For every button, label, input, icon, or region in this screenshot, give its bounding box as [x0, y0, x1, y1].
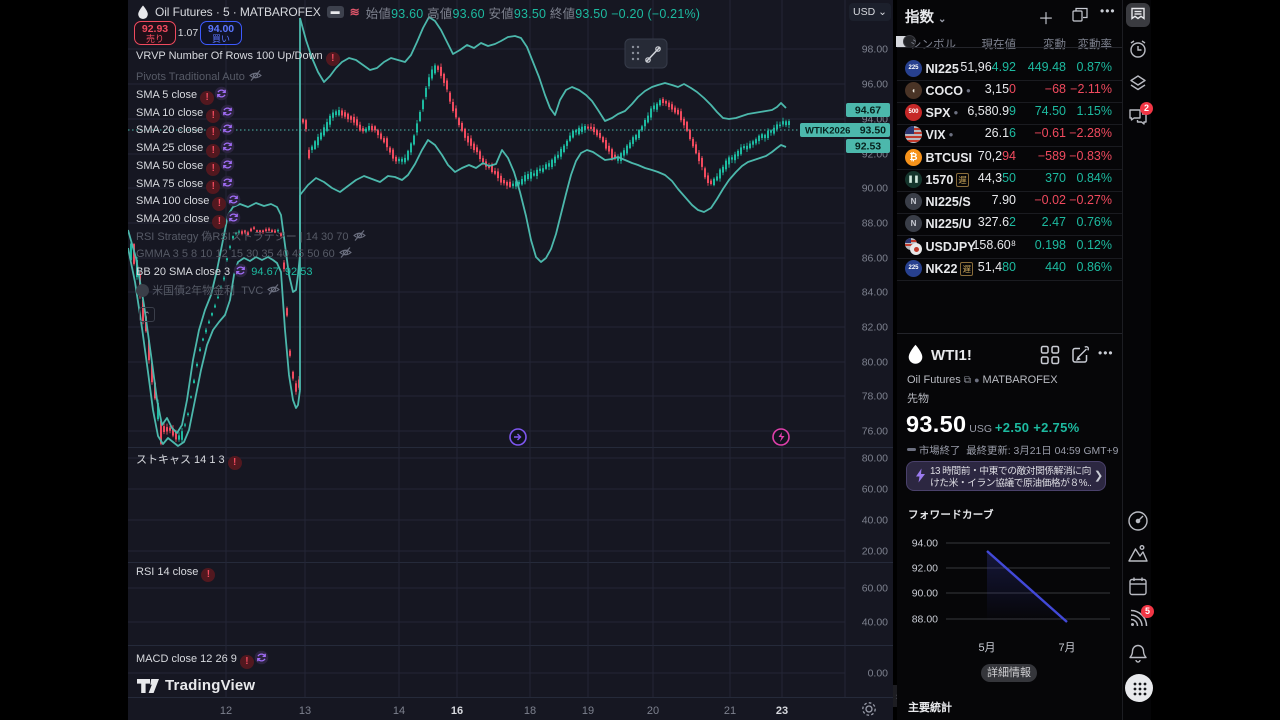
svg-text:94.67: 94.67 — [855, 105, 881, 117]
svg-text:80.00: 80.00 — [862, 453, 888, 465]
svg-text:60.00: 60.00 — [862, 484, 888, 496]
svg-text:WTIK2026: WTIK2026 — [805, 126, 850, 137]
svg-text:18: 18 — [524, 705, 536, 717]
svg-text:90.00: 90.00 — [862, 183, 888, 195]
svg-text:16: 16 — [451, 705, 463, 717]
svg-text:40.00: 40.00 — [862, 617, 888, 629]
svg-text:19: 19 — [582, 705, 594, 717]
svg-text:93.50: 93.50 — [860, 125, 886, 137]
svg-text:84.00: 84.00 — [862, 287, 888, 299]
svg-text:20.00: 20.00 — [862, 546, 888, 558]
svg-text:92.53: 92.53 — [855, 141, 881, 153]
svg-text:76.00: 76.00 — [862, 426, 888, 438]
svg-text:13: 13 — [299, 705, 311, 717]
svg-text:82.00: 82.00 — [862, 322, 888, 334]
svg-text:40.00: 40.00 — [862, 515, 888, 527]
svg-text:7月: 7月 — [1058, 642, 1075, 654]
svg-text:21: 21 — [724, 705, 736, 717]
svg-text:98.00: 98.00 — [862, 44, 888, 56]
svg-text:14: 14 — [393, 705, 405, 717]
svg-text:90.00: 90.00 — [912, 588, 938, 600]
svg-text:80.00: 80.00 — [862, 357, 888, 369]
svg-text:78.00: 78.00 — [862, 391, 888, 403]
svg-text:0.00: 0.00 — [868, 668, 889, 680]
svg-text:88.00: 88.00 — [862, 218, 888, 230]
svg-text:5月: 5月 — [978, 642, 995, 654]
svg-text:20: 20 — [647, 705, 659, 717]
svg-text:88.00: 88.00 — [912, 614, 938, 626]
svg-text:12: 12 — [220, 705, 232, 717]
svg-text:86.00: 86.00 — [862, 253, 888, 265]
svg-text:94.00: 94.00 — [912, 538, 938, 550]
svg-text:96.00: 96.00 — [862, 79, 888, 91]
svg-text:60.00: 60.00 — [862, 583, 888, 595]
svg-text:23: 23 — [776, 705, 788, 717]
svg-text:92.00: 92.00 — [912, 563, 938, 575]
